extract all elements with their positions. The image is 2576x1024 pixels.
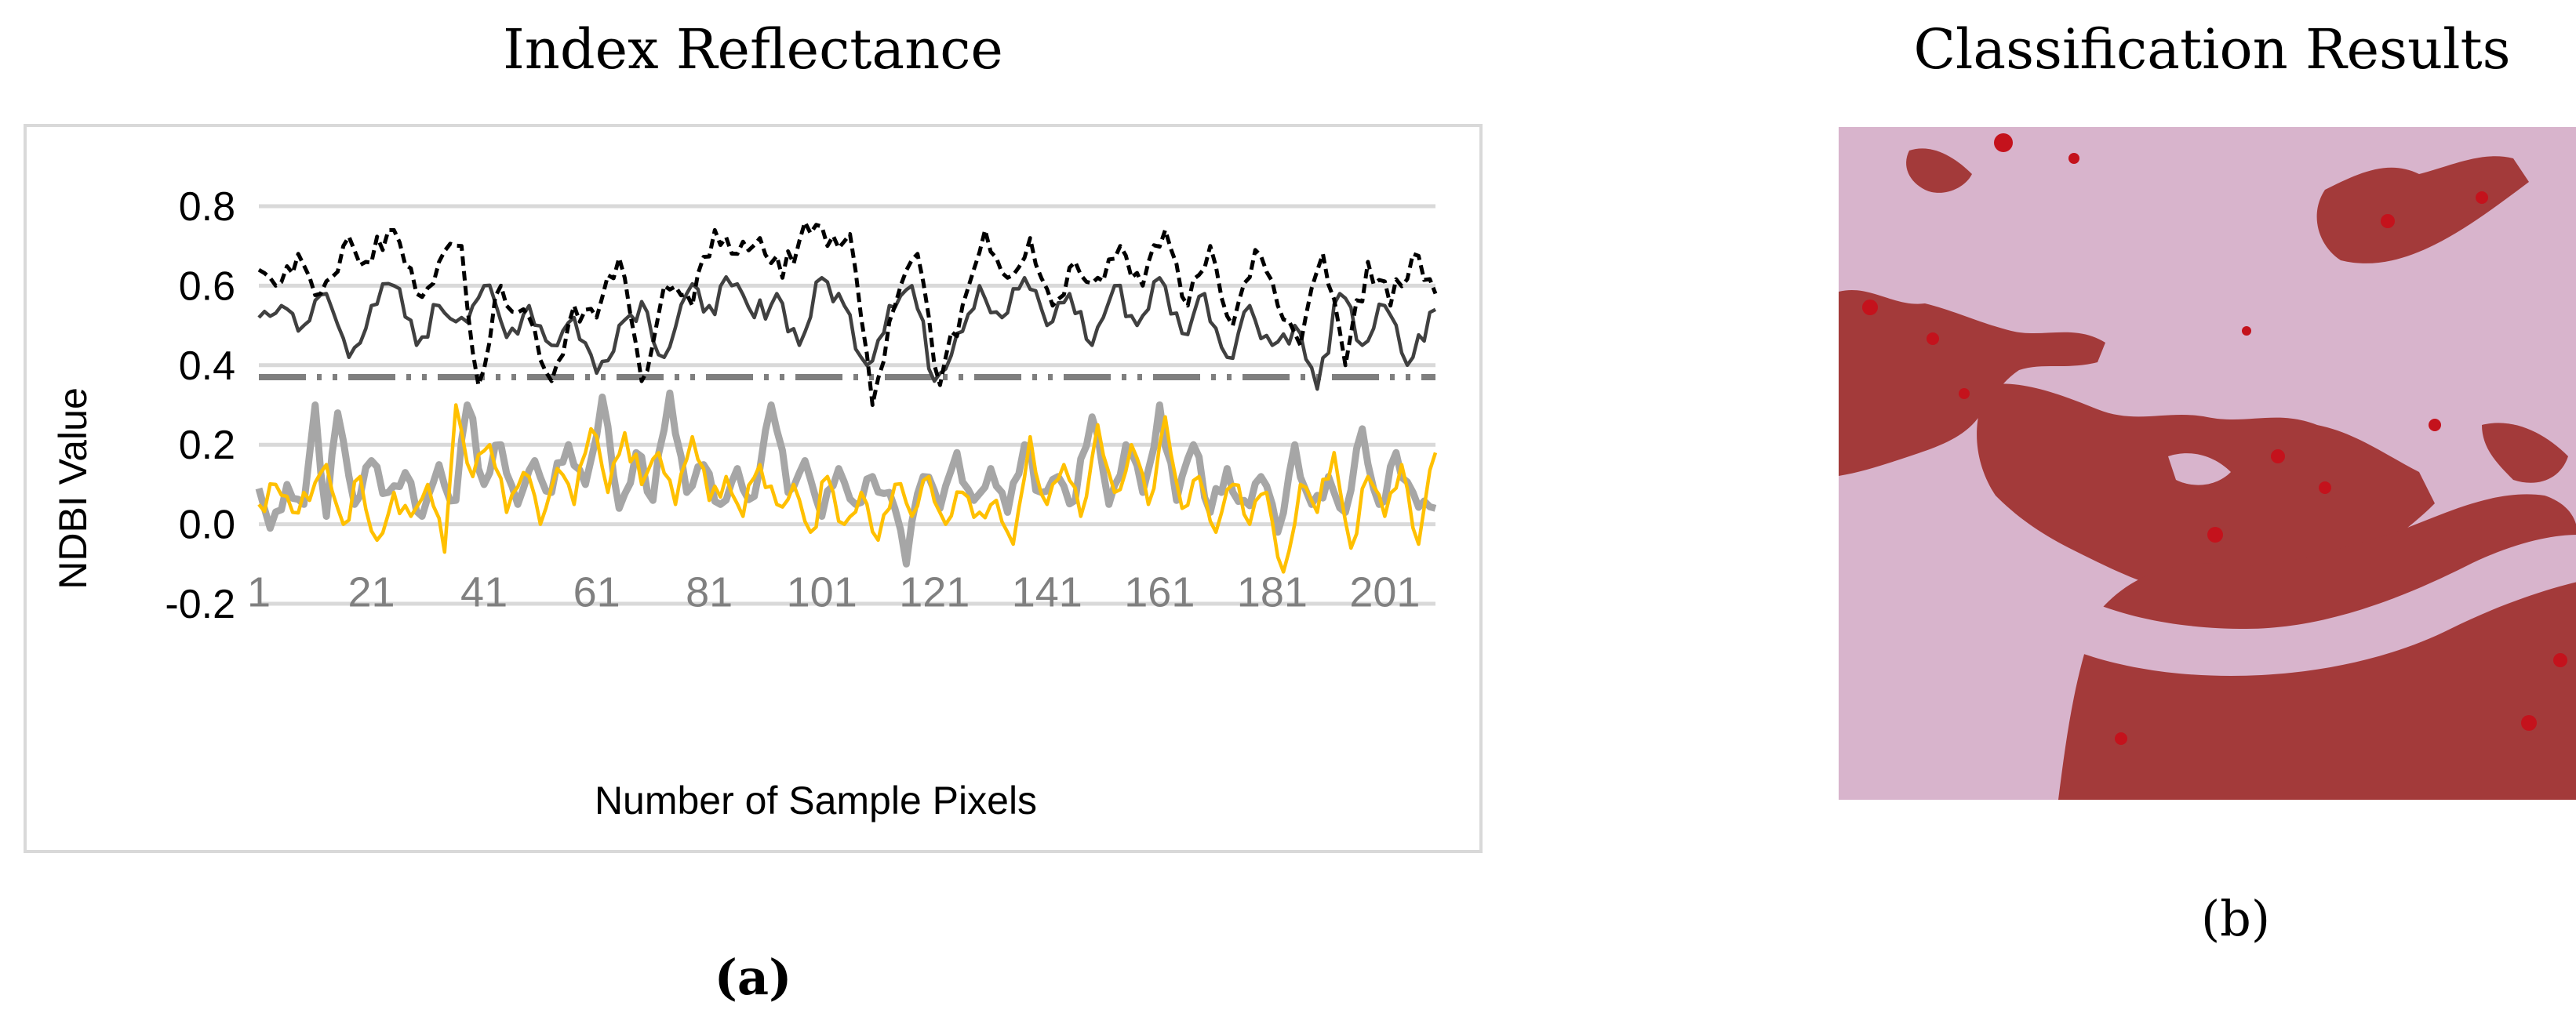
y-tick-label: 0.8 <box>179 184 235 230</box>
panel-a-label: (a) <box>714 949 792 1006</box>
series-line-non-built-up-yellow <box>257 403 1438 574</box>
x-tick-label: 21 <box>348 569 395 616</box>
chart-title: Index Reflectance <box>503 17 1003 82</box>
y-tick-label: 0.0 <box>179 503 235 548</box>
series-line-non-built-up-gray <box>255 389 1437 568</box>
x-tick-label: 141 <box>1012 569 1082 616</box>
water-channel <box>2027 453 2576 676</box>
x-tick-label: 81 <box>686 569 733 616</box>
map-title: Classification Results <box>1913 17 2511 82</box>
chart-gridlines <box>259 204 1435 606</box>
classification-map <box>1839 127 2576 800</box>
line-chart: 0.80.60.40.20.0-0.2 1 21 41 61 81 101 121 141 16… <box>51 184 1438 822</box>
highlight-pixels <box>1862 133 2567 745</box>
y-axis-ticks: 0.8 0.6 0.4 0.2 0.0 -0.2 <box>165 184 235 627</box>
x-tick-label: 181 <box>1237 569 1308 616</box>
x-tick-label: 201 <box>1349 569 1420 616</box>
panel-b-label: (b) <box>2200 890 2271 947</box>
x-axis-ticks: 1 21 41 61 81 101 121 141 161 181 201 <box>247 569 1420 616</box>
y-axis-label: NDBI Value <box>51 387 95 590</box>
series-line-built-up-solid <box>257 274 1437 391</box>
x-tick-label: 101 <box>787 569 857 616</box>
y-tick-label: -0.2 <box>165 582 235 627</box>
x-tick-label: 121 <box>899 569 970 616</box>
y-tick-label: 0.2 <box>179 423 235 468</box>
x-tick-label: 41 <box>460 569 508 616</box>
y-tick-label: 0.4 <box>179 343 235 389</box>
x-tick-label: 61 <box>573 569 620 616</box>
x-tick-label: 161 <box>1124 569 1195 616</box>
x-tick-label: 1 <box>247 569 271 616</box>
y-tick-label: 0.6 <box>179 263 235 309</box>
x-axis-label: Number of Sample Pixels <box>595 779 1037 822</box>
chart-series <box>255 220 1438 574</box>
